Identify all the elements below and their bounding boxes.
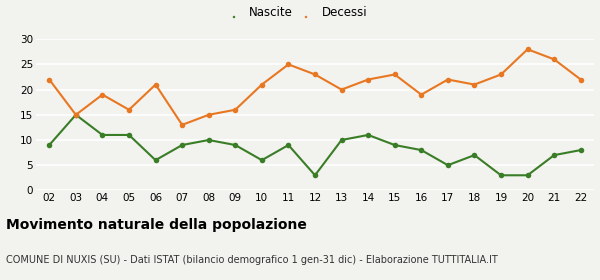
Nascite: [524, 174, 531, 177]
Decessi: [205, 113, 212, 116]
Nascite: [444, 164, 451, 167]
Decessi: [391, 73, 398, 76]
Nascite: [232, 143, 239, 147]
Nascite: [577, 148, 584, 152]
Decessi: [258, 83, 265, 86]
Nascite: [471, 153, 478, 157]
Nascite: [338, 138, 345, 142]
Nascite: [258, 158, 265, 162]
Decessi: [524, 48, 531, 51]
Nascite: [125, 133, 133, 137]
Line: Decessi: Decessi: [47, 46, 583, 128]
Nascite: [152, 158, 159, 162]
Decessi: [551, 58, 558, 61]
Nascite: [46, 143, 53, 147]
Decessi: [232, 108, 239, 111]
Nascite: [418, 148, 425, 152]
Decessi: [152, 83, 159, 86]
Line: Nascite: Nascite: [47, 112, 583, 178]
Text: COMUNE DI NUXIS (SU) - Dati ISTAT (bilancio demografico 1 gen-31 dic) - Elaboraz: COMUNE DI NUXIS (SU) - Dati ISTAT (bilan…: [6, 255, 498, 265]
Decessi: [497, 73, 505, 76]
Nascite: [311, 174, 319, 177]
Decessi: [311, 73, 319, 76]
Decessi: [418, 93, 425, 96]
Decessi: [72, 113, 79, 116]
Decessi: [125, 108, 133, 111]
Nascite: [99, 133, 106, 137]
Nascite: [365, 133, 372, 137]
Decessi: [577, 78, 584, 81]
Nascite: [497, 174, 505, 177]
Nascite: [285, 143, 292, 147]
Decessi: [444, 78, 451, 81]
Nascite: [179, 143, 186, 147]
Nascite: [205, 138, 212, 142]
Decessi: [285, 63, 292, 66]
Text: Movimento naturale della popolazione: Movimento naturale della popolazione: [6, 218, 307, 232]
Decessi: [99, 93, 106, 96]
Legend: Nascite, Decessi: Nascite, Decessi: [233, 6, 367, 19]
Decessi: [179, 123, 186, 127]
Nascite: [72, 113, 79, 116]
Decessi: [365, 78, 372, 81]
Nascite: [391, 143, 398, 147]
Decessi: [471, 83, 478, 86]
Decessi: [46, 78, 53, 81]
Nascite: [551, 153, 558, 157]
Decessi: [338, 88, 345, 91]
